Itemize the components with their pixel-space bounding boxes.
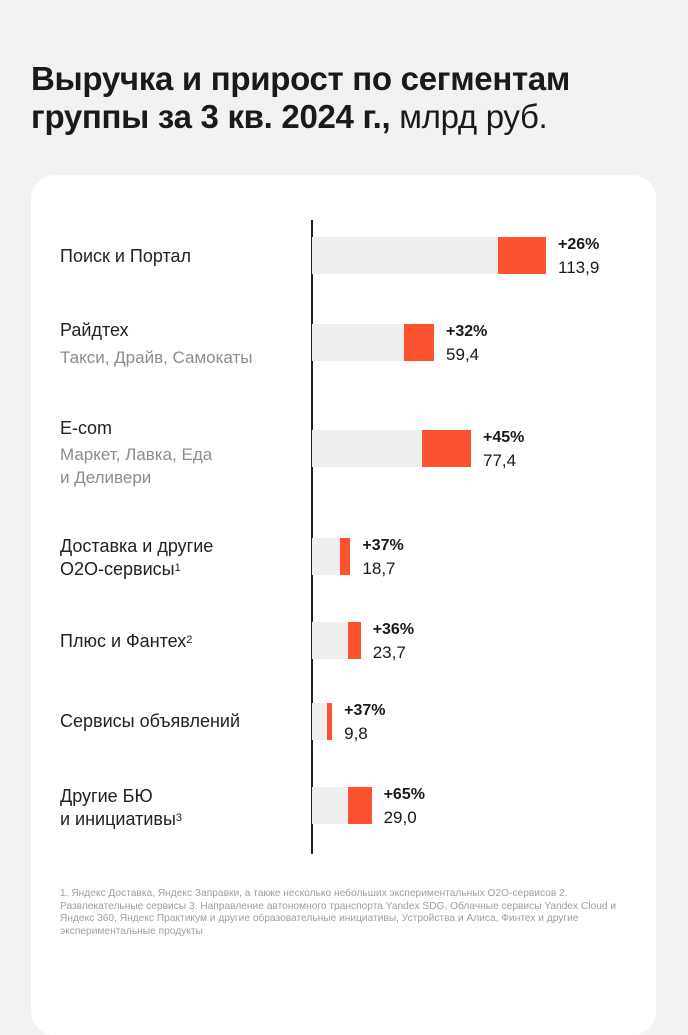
bar-base xyxy=(312,787,349,824)
growth-label: +45% xyxy=(483,429,525,446)
page-title: Выручка и прирост по сегментам группы за… xyxy=(31,60,671,136)
segment-label: Доставка и другие О2О-сервисы1 xyxy=(60,535,213,581)
growth-label: +65% xyxy=(383,786,425,803)
segment-sublabel: Такси, Драйв, Самокаты xyxy=(60,346,253,369)
segment-label-text: Другие БЮ xyxy=(60,786,153,806)
value-label: 77,4 xyxy=(483,451,517,470)
footnote-marker: 3 xyxy=(175,812,183,824)
value-label: 59,4 xyxy=(446,345,480,364)
segment-label-text: Плюс и Фантех xyxy=(60,631,187,651)
chart-axis xyxy=(311,220,313,854)
growth-label: +32% xyxy=(446,323,488,340)
growth-label: +37% xyxy=(344,702,386,719)
growth-label: +36% xyxy=(372,621,415,638)
segment-sublabel: Маркет, Лавка, Еда и Деливери xyxy=(60,443,212,489)
bar-growth xyxy=(326,703,333,740)
segment-sublabel-text: и Деливери xyxy=(60,468,152,487)
segment-label: E-com xyxy=(60,417,112,440)
segment-label-text: Доставка и другие xyxy=(60,536,214,556)
growth-label: +37% xyxy=(362,537,404,554)
footnote: 1. Яндекс Доставка, Яндекс Заправки, а т… xyxy=(60,888,617,937)
segment-label: Плюс и Фантех2 xyxy=(60,630,192,653)
segment-label-text-2: О2О-сервисы xyxy=(60,559,175,579)
bar-growth xyxy=(348,787,372,824)
segment-sublabel-text: Такси, Драйв, Самокаты xyxy=(60,348,253,367)
bar-growth xyxy=(347,622,361,659)
footnote-marker: 2 xyxy=(186,634,193,646)
bar-growth xyxy=(340,538,351,575)
segment-label: Поиск и Портал xyxy=(60,245,191,268)
segment-label-text: Поиск и Портал xyxy=(60,246,192,266)
segment-label-text: Сервисы объявлений xyxy=(60,711,241,731)
segment-label: Другие БЮ и инициативы3 xyxy=(60,785,182,831)
segment-label: Сервисы объявлений xyxy=(60,710,240,733)
segment-label-text: E-com xyxy=(60,418,113,438)
chart-card: Поиск и Портал +26% 113,9 Райдтех Такси, Дра… xyxy=(31,175,656,1035)
bar-base xyxy=(312,324,405,361)
value-label: 29,0 xyxy=(383,808,417,827)
value-label: 23,7 xyxy=(372,643,406,662)
bar-growth xyxy=(404,324,435,361)
segment-label-text-2: и инициативы xyxy=(60,809,176,829)
footnote-marker: 1 xyxy=(174,562,181,574)
bar-growth xyxy=(421,430,471,467)
growth-label: +26% xyxy=(558,236,600,253)
value-label: 9,8 xyxy=(344,724,368,743)
segment-label: Райдтех xyxy=(60,319,129,342)
bar-base xyxy=(312,703,327,740)
title-bold: Выручка и прирост по сегментам группы за… xyxy=(31,60,571,135)
bar-base xyxy=(312,622,348,659)
title-unit: млрд руб. xyxy=(399,98,548,135)
bar-base xyxy=(312,430,422,467)
segment-sublabel-text: Маркет, Лавка, Еда xyxy=(60,445,213,464)
bar-base xyxy=(312,538,341,575)
bar-growth xyxy=(497,237,546,274)
value-label: 18,7 xyxy=(362,559,396,578)
segment-label-text: Райдтех xyxy=(60,320,129,340)
bar-base xyxy=(312,237,498,274)
value-label: 113,9 xyxy=(558,258,600,277)
